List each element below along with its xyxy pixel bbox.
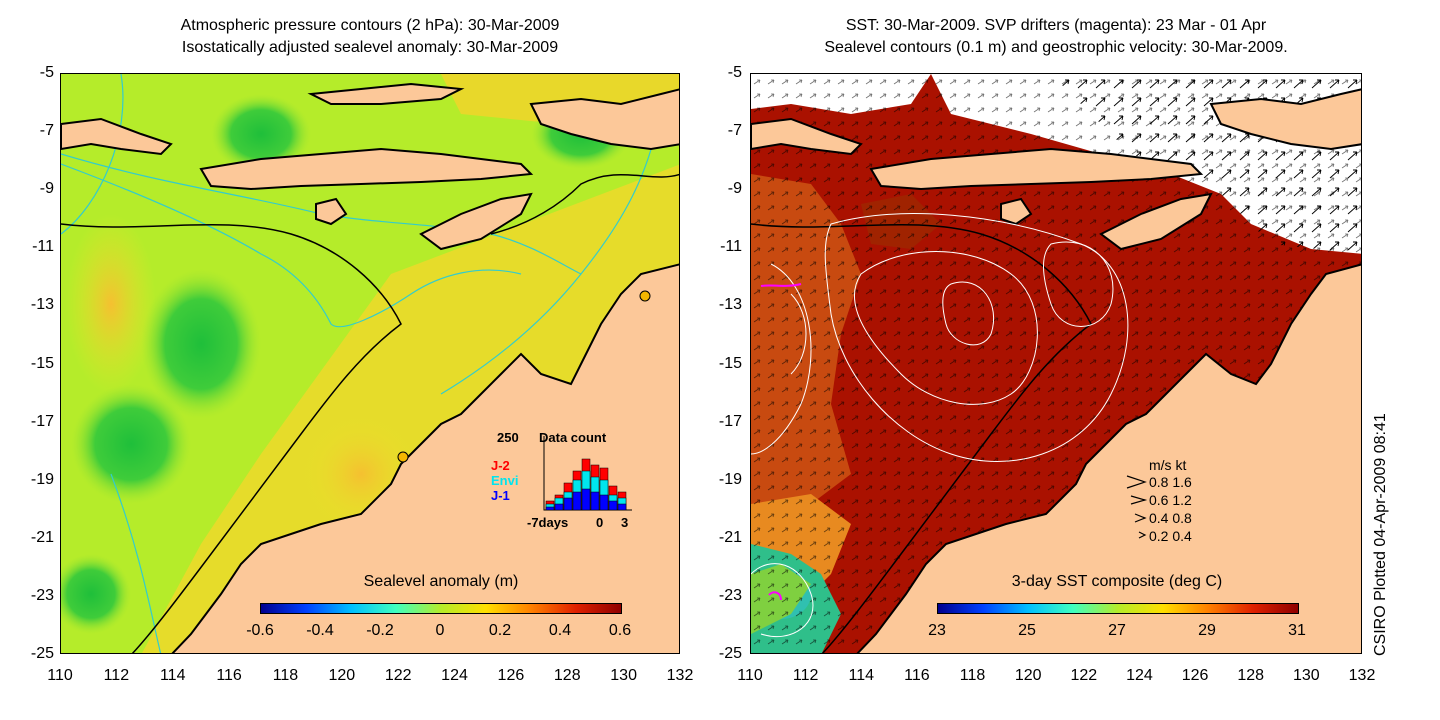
data-count-bar xyxy=(572,491,582,511)
data-count-xtick-end: 3 xyxy=(621,515,629,530)
data-count-title: Data count xyxy=(539,430,607,445)
right-x-tick: 126 xyxy=(1181,667,1209,684)
left-title-line1: Atmospheric pressure contours (2 hPa): 3… xyxy=(180,17,560,34)
velocity-legend-header: m/s kt xyxy=(1149,457,1187,473)
sla-colorbar-tick: -0.6 xyxy=(246,622,274,639)
right-x-tick: 128 xyxy=(1237,667,1265,684)
sst-colorbar xyxy=(937,603,1299,614)
plot-credit: CSIRO Plotted 04-Apr-2009 08:41 xyxy=(1372,413,1389,656)
right-x-tick: 118 xyxy=(959,667,986,684)
left-y-tick: -7 xyxy=(39,122,54,140)
sla-colorbar xyxy=(260,603,622,614)
left-x-tick: 132 xyxy=(666,667,694,684)
right-y-tick: -5 xyxy=(727,64,742,81)
right-title-line1: SST: 30-Mar-2009. SVP drifters (magenta)… xyxy=(845,17,1267,34)
right-x-tick: 110 xyxy=(737,667,763,684)
left-y-tick: -23 xyxy=(30,586,54,604)
left-y-tick: -15 xyxy=(30,354,54,372)
data-count-xtick-start: -7days xyxy=(527,515,569,530)
left-x-tick: 116 xyxy=(216,667,242,684)
left-x-tick: 126 xyxy=(497,667,525,684)
right-y-tick: -17 xyxy=(718,412,742,430)
velocity-legend-row: 0.8 1.6 xyxy=(1149,474,1192,490)
sealevel-anomaly-map: 250 Data count J-2 Envi J-1 -7days 0 3 S… xyxy=(60,73,680,654)
sla-colorbar-tick: -0.2 xyxy=(366,622,394,639)
left-y-tick: -13 xyxy=(30,296,54,314)
right-x-tick: 130 xyxy=(1293,667,1320,684)
left-x-tick: 118 xyxy=(272,667,299,684)
velocity-legend-row: 0.2 0.4 xyxy=(1149,528,1192,544)
sealevel-anomaly-map-graphic xyxy=(61,74,679,653)
sla-colorbar-tick: 0 xyxy=(435,622,445,639)
right-y-tick: -19 xyxy=(718,470,742,488)
sst-colorbar-tick: 31 xyxy=(1288,622,1306,639)
data-count-xtick-zero: 0 xyxy=(596,515,604,530)
data-count-histogram xyxy=(543,436,632,511)
right-x-tick: 116 xyxy=(904,667,930,684)
sla-colorbar-label: Sealevel anomaly (m) xyxy=(363,573,519,590)
sst-colorbar-label: 3-day SST composite (deg C) xyxy=(1011,573,1223,590)
left-x-tick: 124 xyxy=(441,667,468,684)
sla-colorbar-tick: -0.4 xyxy=(306,622,334,639)
velocity-legend-row: 0.6 1.2 xyxy=(1149,492,1192,508)
sla-colorbar-tick: 0.6 xyxy=(608,622,632,639)
right-y-tick: -25 xyxy=(718,645,742,662)
data-count-max: 250 xyxy=(497,430,519,445)
right-y-tick: -7 xyxy=(727,122,742,140)
right-x-tick: 112 xyxy=(792,667,819,684)
right-x-tick: 124 xyxy=(1126,667,1153,684)
left-x-tick: 120 xyxy=(328,667,356,684)
data-count-bar xyxy=(599,494,609,511)
left-x-tick: 110 xyxy=(47,667,73,684)
left-y-tick: -5 xyxy=(39,64,54,81)
left-y-tick: -19 xyxy=(30,470,54,488)
left-x-tick: 130 xyxy=(610,667,637,684)
data-count-bar xyxy=(554,503,564,511)
sst-colorbar-tick: 25 xyxy=(1018,622,1036,639)
velocity-legend-arrows xyxy=(1126,475,1148,539)
left-y-tick: -21 xyxy=(30,528,54,546)
left-title-line2: Isostatically adjusted sealevel anomaly:… xyxy=(181,39,559,56)
right-x-tick: 122 xyxy=(1070,667,1098,684)
right-y-tick: -13 xyxy=(718,296,742,314)
right-y-tick: -15 xyxy=(718,354,742,372)
data-count-mission-j2: J-2 xyxy=(491,458,510,473)
left-y-tick: -11 xyxy=(32,238,54,256)
data-count-mission-envi: Envi xyxy=(491,473,519,488)
data-count-bar xyxy=(563,497,573,511)
sst-colorbar-tick: 27 xyxy=(1108,622,1126,639)
data-count-bar xyxy=(590,491,600,511)
sst-colorbar-tick: 29 xyxy=(1198,622,1216,639)
sla-colorbar-tick: 0.2 xyxy=(488,622,512,639)
right-y-tick: -23 xyxy=(718,586,742,604)
left-x-tick: 122 xyxy=(384,667,412,684)
sst-colorbar-tick: 23 xyxy=(928,622,946,639)
left-y-tick: -25 xyxy=(30,645,54,662)
right-y-tick: -9 xyxy=(727,180,742,198)
velocity-legend-row: 0.4 0.8 xyxy=(1149,510,1192,526)
right-x-tick: 132 xyxy=(1348,667,1376,684)
data-count-bar xyxy=(581,488,591,511)
right-x-tick: 120 xyxy=(1014,667,1042,684)
right-x-tick: 114 xyxy=(848,667,875,684)
left-x-tick: 114 xyxy=(159,667,186,684)
right-y-tick: -21 xyxy=(718,528,742,546)
sst-map-graphic xyxy=(751,74,1361,653)
sst-map: m/s kt 0.8 1.6 0.6 1.2 0.4 0.8 0.2 0.4 3… xyxy=(750,73,1362,654)
right-y-tick: -11 xyxy=(720,238,742,256)
left-y-tick: -9 xyxy=(39,180,54,198)
left-x-tick: 128 xyxy=(553,667,581,684)
data-count-mission-j1: J-1 xyxy=(491,488,510,503)
right-title-line2: Sealevel contours (0.1 m) and geostrophi… xyxy=(824,39,1288,56)
data-count-bar xyxy=(545,506,555,511)
left-y-tick: -17 xyxy=(30,412,54,430)
data-count-bar xyxy=(617,503,627,511)
data-count-bar xyxy=(608,500,618,511)
left-x-tick: 112 xyxy=(103,667,130,684)
sla-colorbar-tick: 0.4 xyxy=(548,622,572,639)
